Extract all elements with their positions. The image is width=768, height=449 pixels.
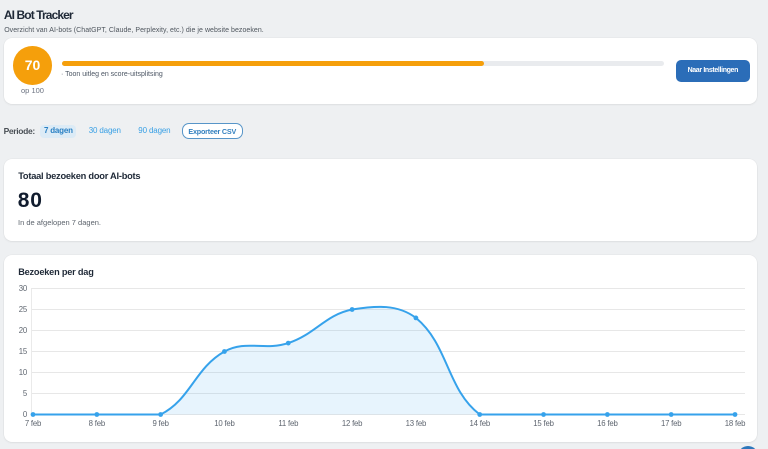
- svg-text:14 feb: 14 feb: [469, 419, 490, 428]
- svg-text:16 feb: 16 feb: [597, 419, 618, 428]
- svg-text:11 feb: 11 feb: [278, 419, 299, 428]
- svg-text:20: 20: [19, 326, 28, 335]
- svg-text:13 feb: 13 feb: [406, 419, 427, 428]
- svg-text:15 feb: 15 feb: [533, 419, 554, 428]
- svg-text:12 feb: 12 feb: [342, 419, 363, 428]
- svg-text:8 feb: 8 feb: [89, 419, 106, 428]
- svg-text:0: 0: [23, 410, 28, 419]
- svg-text:18 feb: 18 feb: [725, 419, 746, 428]
- svg-text:9 feb: 9 feb: [152, 419, 169, 428]
- svg-text:15: 15: [19, 347, 28, 356]
- svg-text:25: 25: [19, 305, 28, 314]
- svg-text:17 feb: 17 feb: [661, 419, 682, 428]
- svg-text:7 feb: 7 feb: [25, 419, 42, 428]
- svg-text:30: 30: [19, 284, 28, 293]
- svg-text:5: 5: [23, 389, 28, 398]
- svg-text:10 feb: 10 feb: [214, 419, 235, 428]
- svg-text:10: 10: [19, 368, 28, 377]
